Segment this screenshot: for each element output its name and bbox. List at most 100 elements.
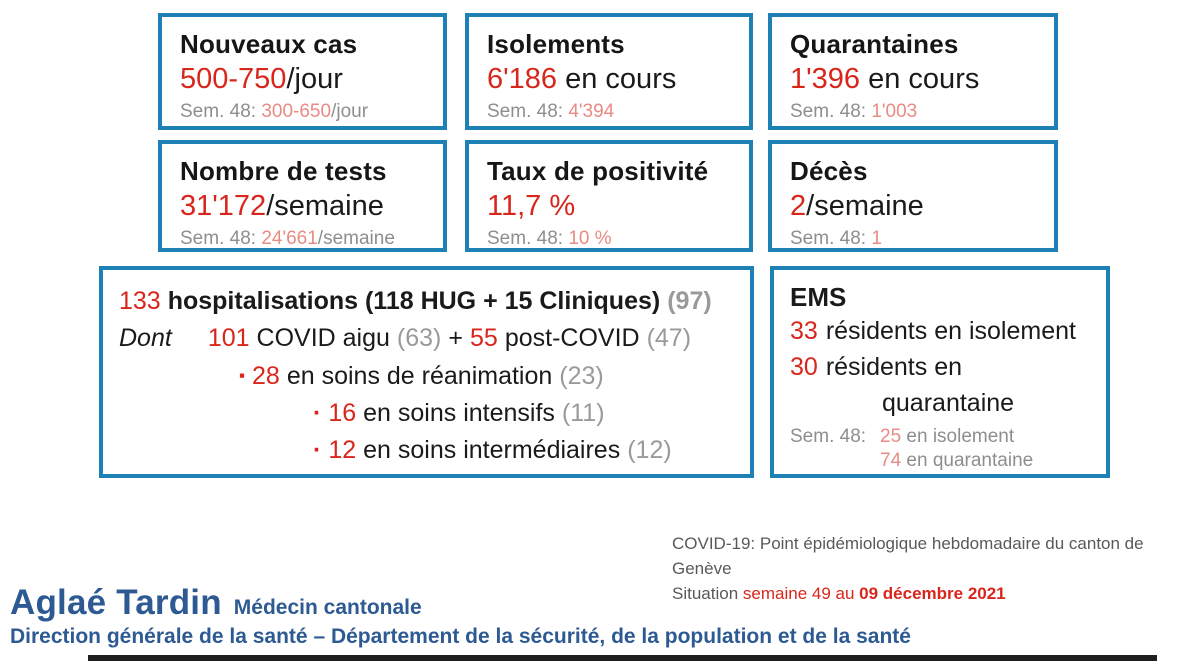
- total-label: hospitalisations (118 HUG + 15 Cliniques…: [167, 287, 661, 315]
- stat-previous-week: Sem. 48: 24'661/semaine: [180, 228, 443, 250]
- stat-box-isolements: Isolements 6'186 en cours Sem. 48: 4'394: [465, 13, 753, 130]
- ems-box: EMS 33 résidents en isolement 30 résidents…: [770, 266, 1110, 478]
- ems-quarantine-number: 30: [790, 353, 818, 381]
- stat-title: Nouveaux cas: [180, 29, 358, 59]
- stat-value-unit: en cours: [557, 63, 677, 95]
- hospitalisations-box: 133 hospitalisations (118 HUG + 15 Cliniq…: [99, 266, 754, 478]
- stat-value-number: 1'396: [790, 63, 861, 95]
- dont-label: Dont: [119, 324, 172, 352]
- intensifs-previous: (11): [561, 399, 605, 427]
- prev-label: Sem. 48:: [790, 228, 872, 249]
- prev-unit: /semaine: [317, 228, 395, 249]
- ems-prev-quarantine: 74 en quarantaine: [880, 449, 1033, 473]
- stat-title: Isolements: [487, 29, 625, 59]
- prev-label: Sem. 48:: [180, 101, 262, 122]
- prev-label: Sem. 48:: [180, 228, 262, 249]
- intermediaires-label: en soins intermédiaires: [363, 436, 621, 464]
- prev-number: 10 %: [568, 228, 612, 249]
- intensifs-number: 16: [328, 399, 357, 427]
- total-number: 133: [119, 287, 161, 315]
- stat-box-deces: Décès 2/semaine Sem. 48: 1: [768, 140, 1058, 252]
- ems-quarantine-label-1: résidents en: [825, 353, 963, 381]
- stat-previous-week: Sem. 48: 1: [790, 228, 1054, 250]
- stat-value: 6'186 en cours: [487, 63, 749, 96]
- reanimation-previous: (23): [559, 362, 604, 390]
- dot-bullet-icon: ·: [313, 436, 322, 464]
- ems-quarantine-line: 30 résidents en: [790, 349, 1106, 385]
- stat-value: 31'172/semaine: [180, 190, 443, 223]
- ems-prev-label: Sem. 48:: [790, 426, 867, 447]
- reanimation-label: en soins de réanimation: [286, 362, 553, 390]
- prev-label: Sem. 48:: [790, 101, 872, 122]
- stat-value-unit: /semaine: [806, 190, 924, 222]
- stat-value: 500-750/jour: [180, 63, 443, 96]
- reanimation-number: 28: [252, 362, 280, 390]
- intensifs-label: en soins intensifs: [363, 399, 555, 427]
- stat-value-unit: /jour: [286, 63, 343, 95]
- ems-prev-isolation: 25 en isolement: [880, 425, 1033, 449]
- stat-value: 1'396 en cours: [790, 63, 1054, 96]
- stat-previous-week: Sem. 48: 10 %: [487, 228, 749, 250]
- square-bullet-icon: ▪: [239, 366, 246, 385]
- stat-value-number: 500-750: [180, 63, 287, 95]
- ems-isolation-line: 33 résidents en isolement: [790, 313, 1106, 349]
- ems-prev-isolation-label: en isolement: [906, 426, 1015, 447]
- stat-box-nouveaux-cas: Nouveaux cas 500-750/jour Sem. 48: 300-6…: [158, 13, 447, 130]
- hospitalisations-breakdown-line: Dont 101 COVID aigu (63) +55 post-COVID (47): [119, 320, 740, 357]
- stat-value: 2/semaine: [790, 190, 1054, 223]
- prev-label: Sem. 48:: [487, 101, 569, 122]
- signature-row: Aglaé Tardin Médecin cantonale: [10, 583, 911, 623]
- prev-number: 24'661: [261, 228, 318, 249]
- ems-prev-isolation-number: 25: [880, 426, 902, 447]
- stat-value: 11,7 %: [487, 190, 749, 223]
- ems-prev-quarantine-label: en quarantaine: [906, 450, 1034, 471]
- ems-prev-values: 25 en isolement 74 en quarantaine: [880, 425, 1033, 473]
- stat-box-taux-de-positivite: Taux de positivité 11,7 % Sem. 48: 10 %: [465, 140, 753, 252]
- report-caption: COVID-19: Point épidémiologique hebdomad…: [672, 531, 1200, 606]
- intermediaires-number: 12: [328, 436, 357, 464]
- ems-isolation-number: 33: [790, 317, 818, 345]
- report-date: 09 décembre 2021: [859, 584, 1006, 603]
- post-covid-previous: (47): [646, 324, 692, 352]
- report-caption-line2: Situation semaine 49 au 09 décembre 2021: [672, 581, 1200, 606]
- stat-box-quarantaines: Quarantaines 1'396 en cours Sem. 48: 1'0…: [768, 13, 1058, 130]
- ems-isolation-label: résidents en isolement: [825, 317, 1076, 345]
- author-name: Aglaé Tardin: [10, 583, 222, 622]
- acute-previous: (63): [396, 324, 442, 352]
- situation-label: Situation: [672, 584, 743, 603]
- stat-title: Nombre de tests: [180, 156, 387, 186]
- prev-number: 1: [871, 228, 882, 249]
- week-label: semaine 49 au: [742, 584, 860, 603]
- stat-previous-week: Sem. 48: 1'003: [790, 101, 1054, 123]
- prev-number: 4'394: [568, 101, 615, 122]
- author-department: Direction générale de la santé – Départe…: [10, 625, 911, 648]
- report-caption-line1: COVID-19: Point épidémiologique hebdomad…: [672, 534, 1144, 578]
- ems-title: EMS: [790, 282, 847, 312]
- stat-title: Taux de positivité: [487, 156, 709, 186]
- stat-title: Décès: [790, 156, 868, 186]
- soins-intermediaires-line: · 12 en soins intermédiaires (12): [313, 432, 740, 469]
- intermediaires-previous: (12): [627, 436, 672, 464]
- stat-value-number: 2: [790, 190, 807, 222]
- reanimation-line: ▪ 28 en soins de réanimation (23): [239, 357, 740, 395]
- signature-block: Aglaé Tardin Médecin cantonale Direction…: [10, 583, 911, 649]
- author-role: Médecin cantonale: [233, 596, 422, 619]
- bottom-bar: [88, 655, 1157, 661]
- ems-previous-week: Sem. 48: 25 en isolement 74 en quarantai…: [790, 425, 1106, 473]
- post-covid-number: 55: [470, 324, 498, 352]
- prev-number: 300-650: [261, 101, 332, 122]
- ems-quarantine-label-2: quarantaine: [882, 389, 1015, 417]
- stat-previous-week: Sem. 48: 300-650/jour: [180, 101, 443, 123]
- stat-value-number: 6'186: [487, 63, 558, 95]
- plus-sign: +: [448, 324, 463, 352]
- post-covid-label: post-COVID: [504, 324, 640, 352]
- hospitalisations-total-line: 133 hospitalisations (118 HUG + 15 Cliniq…: [119, 283, 740, 320]
- prev-number: 1'003: [871, 101, 918, 122]
- total-previous: (97): [667, 287, 712, 315]
- stat-box-nombre-de-tests: Nombre de tests 31'172/semaine Sem. 48: …: [158, 140, 447, 252]
- prev-label: Sem. 48:: [487, 228, 569, 249]
- stat-value-number: 31'172: [180, 190, 267, 222]
- prev-unit: /jour: [331, 101, 369, 122]
- stat-previous-week: Sem. 48: 4'394: [487, 101, 749, 123]
